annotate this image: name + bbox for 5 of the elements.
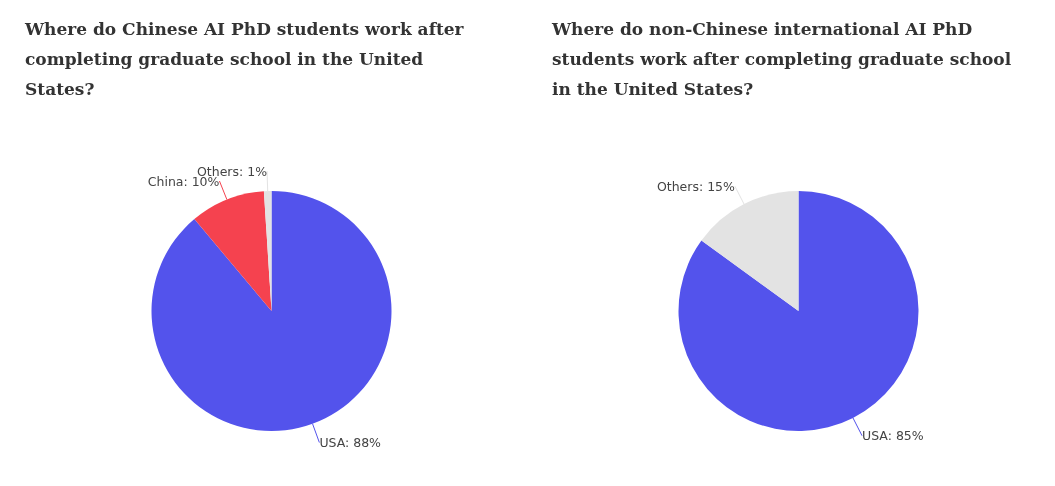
chart-title: Where do non-Chinese international AI PhD students work after completing graduate school in the United States? (552, 18, 1013, 101)
slice-label: USA: 85% (862, 428, 924, 444)
chart-title: Where do Chinese AI PhD students work after completing graduate school in the United States? (25, 18, 465, 101)
slice-label: Others: 15% (656, 178, 736, 194)
slice-label: USA: 88% (319, 435, 382, 451)
